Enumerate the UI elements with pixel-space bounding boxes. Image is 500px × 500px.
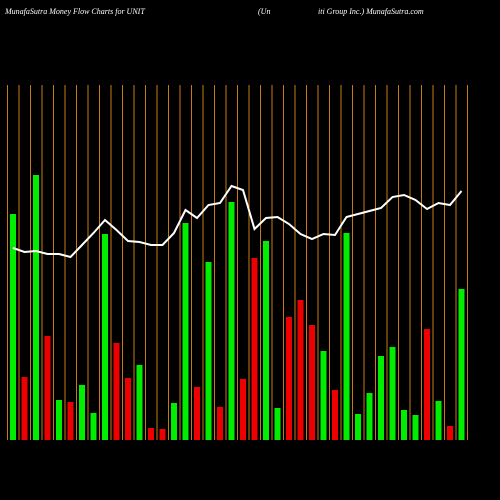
bar: [33, 175, 39, 440]
bar: [102, 234, 108, 440]
bar: [171, 403, 177, 440]
bar: [182, 223, 189, 440]
bar: [217, 407, 223, 440]
bar: [343, 233, 350, 440]
bar: [274, 408, 281, 440]
bar: [389, 347, 396, 440]
bar: [194, 387, 200, 440]
bar: [297, 300, 304, 440]
bar: [136, 365, 143, 440]
bar: [366, 393, 373, 440]
bar: [10, 214, 16, 440]
bar: [286, 317, 292, 440]
bar: [309, 325, 315, 440]
bar: [447, 426, 453, 440]
chart-title: MunafaSutra Money Flow Charts for UNIT: [4, 7, 145, 16]
bar: [205, 262, 212, 440]
bar: [412, 415, 419, 440]
bar: [56, 400, 62, 440]
bar: [44, 336, 51, 440]
bar: [458, 289, 465, 440]
bar: [125, 378, 131, 440]
bar: [79, 385, 85, 440]
bar: [113, 343, 120, 440]
bar: [90, 413, 97, 440]
bar: [240, 379, 246, 440]
bar: [148, 428, 154, 440]
bar: [355, 414, 361, 440]
bar: [159, 429, 166, 440]
bar: [378, 356, 384, 440]
bar: [251, 258, 258, 440]
bar: [401, 410, 407, 440]
bar: [320, 351, 327, 440]
bar: [332, 390, 338, 440]
chart-title: iti Group Inc.) MunafaSutra.com: [318, 7, 424, 16]
bar: [67, 402, 74, 440]
bar: [21, 377, 28, 440]
bar: [424, 329, 430, 440]
bar: [263, 241, 269, 440]
bar: [435, 401, 442, 440]
chart-title: (Un: [258, 7, 270, 16]
money-flow-line: [12, 184, 463, 259]
bar: [228, 202, 235, 440]
